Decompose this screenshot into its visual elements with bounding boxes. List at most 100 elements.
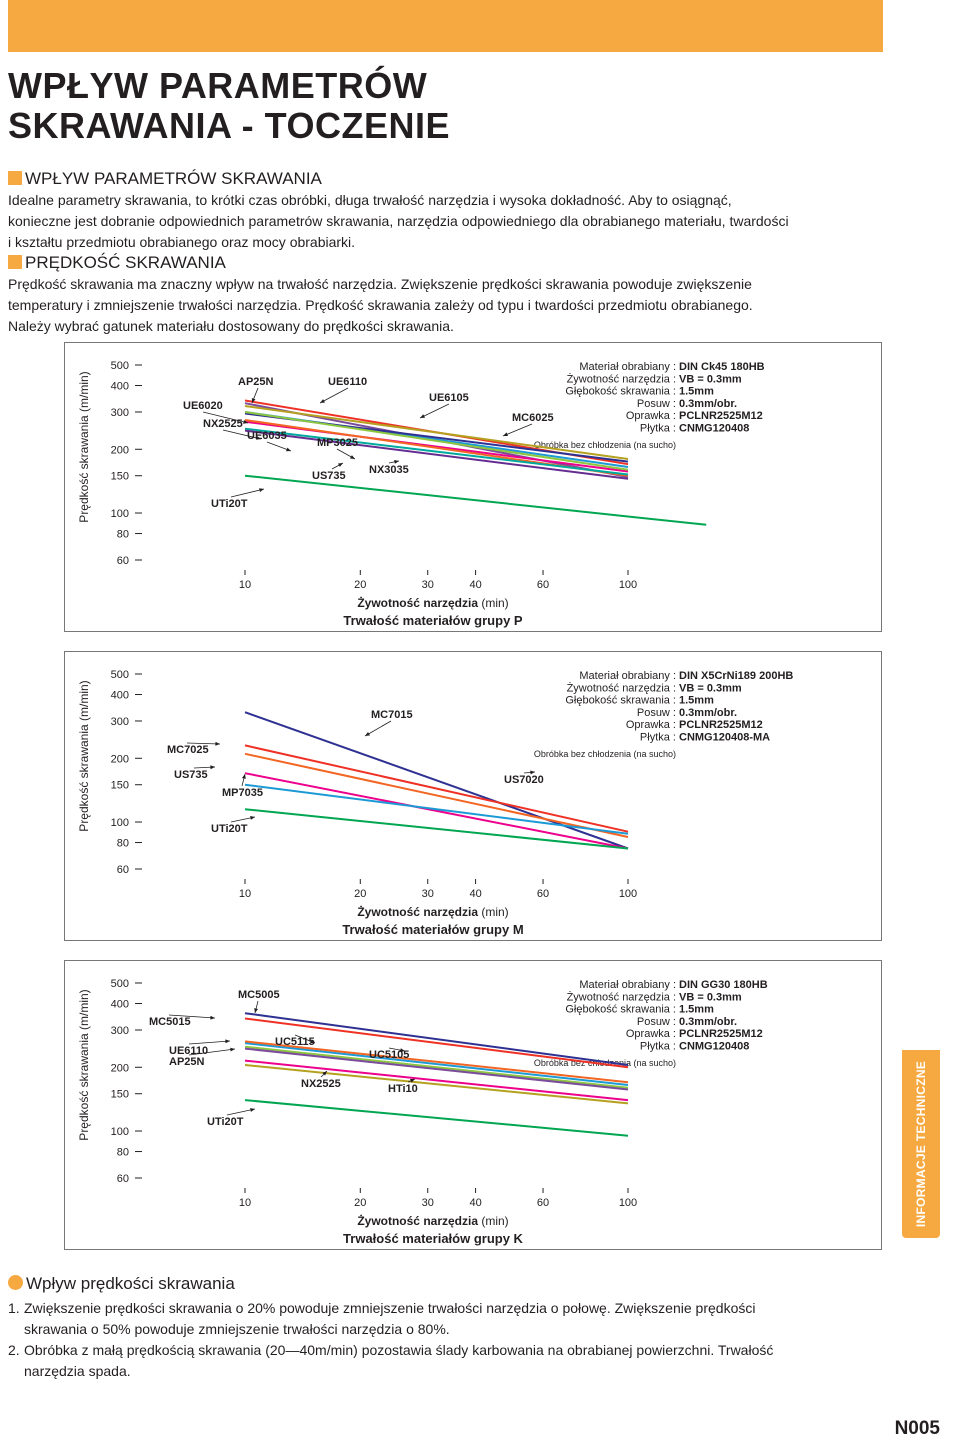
series-label: US735	[312, 470, 346, 482]
chart-group-m: 500 400 300 200 150 100 80 60 10 20 30 40 60 100 Żywot…	[64, 651, 882, 941]
arrow-icon	[242, 774, 246, 779]
y-tick-label: 500	[111, 978, 129, 990]
y-tick-label: 80	[117, 529, 129, 541]
list-item: 1. Zwiększenie prędkości skrawania o 20%…	[8, 1300, 756, 1337]
series-label: MP7035	[222, 787, 263, 799]
y-tick-label: 60	[117, 864, 129, 876]
info-value: VB = 0.3mm	[679, 373, 742, 385]
list-item: 2. Obróbka z małą prędkością skrawania (…	[8, 1342, 774, 1379]
page-number: N005	[894, 1418, 940, 1439]
info-value: DIN GG30 180HB	[679, 979, 768, 991]
y-tick-label: 60	[117, 1173, 129, 1185]
arrow-icon	[225, 1039, 230, 1044]
y-tick-label: 500	[111, 360, 129, 372]
info-value: PCLNR2525M12	[679, 1028, 763, 1040]
y-tick-label: 500	[111, 669, 129, 681]
info-label: Płytka :	[640, 1041, 676, 1053]
arrow-icon	[259, 488, 264, 492]
info-value: PCLNR2525M12	[679, 719, 763, 731]
y-axis-label: Prędkość skrawania (m/min)	[77, 989, 91, 1140]
x-tick-label: 60	[537, 888, 549, 900]
arrow-icon	[251, 398, 256, 403]
chart-group-p: 500 400 300 200 150 100 80 60 10 20 30 40 60 100 Żywot…	[64, 342, 882, 632]
arrow-icon	[322, 1071, 327, 1076]
arrow-icon	[286, 447, 291, 452]
series-label: MC6025	[512, 412, 554, 424]
y-tick-label: 200	[111, 753, 129, 765]
series-label: NX2525	[203, 418, 243, 430]
series-label: UTi20T	[211, 498, 248, 510]
info-label: Płytka :	[640, 732, 676, 744]
x-tick-label: 10	[239, 1197, 251, 1209]
series-label: UTi20T	[211, 823, 248, 835]
y-tick-label: 150	[111, 1089, 129, 1101]
label-pointer	[168, 1014, 216, 1019]
series-line-hti10	[244, 1064, 629, 1105]
y-tick-label: 400	[111, 690, 129, 702]
x-tick-label: 40	[469, 888, 481, 900]
circle-bullet-icon	[8, 1275, 23, 1290]
chart-title: Trwałość materiałów grupy K	[343, 1231, 523, 1246]
info-value: CNMG120408	[679, 1041, 749, 1053]
label-pointer	[364, 720, 392, 737]
series-labels: MC5005MC5015UE6110AP25NUC5115UC5105NX252…	[149, 989, 418, 1128]
arrow-icon	[250, 1108, 255, 1112]
y-tick-label: 150	[111, 471, 129, 483]
info-label: Oprawka :	[626, 719, 676, 731]
x-tick-label: 20	[354, 1197, 366, 1209]
y-tick-label: 300	[111, 407, 129, 419]
y-tick-label: 80	[117, 838, 129, 850]
series-line-nx2525	[244, 1059, 629, 1102]
x-tick-label: 20	[354, 888, 366, 900]
label-pointer	[230, 488, 265, 498]
y-tick-label: 80	[117, 1147, 129, 1159]
series-line-us7020	[244, 752, 629, 838]
x-tick-label: 30	[422, 579, 434, 591]
arrow-icon	[215, 741, 220, 746]
series-label: MC5015	[149, 1016, 191, 1028]
chart-title: Trwałość materiałów grupy P	[343, 613, 522, 628]
y-axis-label: Prędkość skrawania (m/min)	[77, 680, 91, 831]
x-tick-label: 40	[469, 1197, 481, 1209]
title-line-2: SKRAWANIA - TOCZENIE	[8, 105, 451, 146]
label-pointer	[502, 423, 533, 437]
info-label: Głębokość skrawania :	[565, 1004, 676, 1016]
info-value: DIN Ck45 180HB	[679, 361, 765, 373]
y-tick-label: 300	[111, 716, 129, 728]
x-tick-label: 30	[422, 1197, 434, 1209]
info-value: 1.5mm	[679, 386, 714, 398]
arrow-icon	[350, 455, 355, 459]
section2-paragraph: Prędkość skrawania ma znaczny wpływ na t…	[8, 276, 753, 334]
y-tick-label: 400	[111, 999, 129, 1011]
y-tick-label: 300	[111, 1025, 129, 1037]
info-block: Materiał obrabiany : DIN GG30 180HBŻywotn…	[534, 979, 768, 1068]
top-color-bar	[8, 0, 883, 52]
series-line-uc5105	[244, 1040, 629, 1084]
y-tick-label: 200	[111, 1062, 129, 1074]
y-axis: 500 400 300 200 150 100 80 60	[111, 978, 142, 1185]
series-label: MP3025	[317, 437, 358, 449]
series-lines	[244, 1012, 629, 1137]
info-value: DIN X5CrNi189 200HB	[679, 670, 793, 682]
label-pointer	[419, 403, 450, 419]
series-label: AP25N	[238, 376, 274, 388]
series-label: UE6035	[247, 430, 287, 442]
label-pointer	[186, 742, 221, 745]
info-label: Oprawka :	[626, 410, 676, 422]
arrow-icon	[338, 463, 343, 467]
series-label: UE6020	[183, 400, 223, 412]
series-label: HTi10	[388, 1083, 418, 1095]
x-axis: 10 20 30 40 60 100	[239, 879, 637, 900]
chart-group-k: 500 400 300 200 150 100 80 60 10 20 30 40 60 100 Żywot…	[64, 960, 882, 1250]
series-labels: MC7015 MC7025 US7020 US735 MP7035 UTi20T	[167, 709, 544, 835]
side-tab: INFORMACJE TECHNICZNE	[902, 1050, 940, 1238]
chart-title: Trwałość materiałów grupy M	[342, 922, 523, 937]
series-label: US7020	[504, 774, 544, 786]
series-label: MC5005	[238, 989, 280, 1001]
x-axis-label: Żywotność narzędzia (min)	[357, 904, 508, 919]
y-tick-label: 100	[111, 1126, 129, 1138]
section-heading-cutting-parameters: WPŁYW PARAMETRÓW SKRAWANIA	[8, 169, 322, 189]
info-label: Żywotność narzędzia :	[567, 681, 676, 694]
label-pointer	[202, 411, 249, 424]
series-line-us735	[244, 772, 629, 850]
